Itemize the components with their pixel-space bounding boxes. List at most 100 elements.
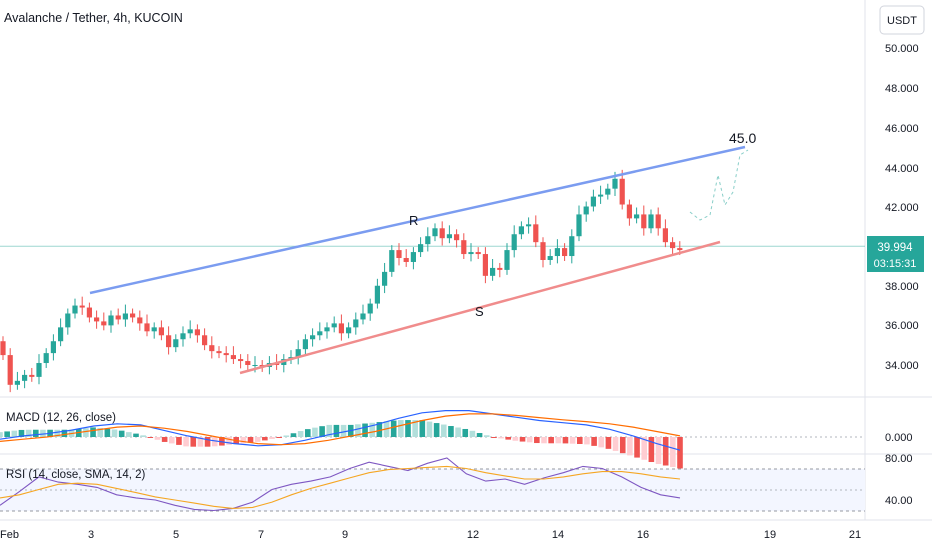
macd-histogram-bar bbox=[605, 437, 612, 449]
candle-body bbox=[410, 252, 416, 262]
time-tick: 7 bbox=[258, 529, 264, 541]
macd-zero-tick: 0.000 bbox=[885, 432, 913, 444]
time-tick: Feb bbox=[0, 529, 19, 541]
candle-body bbox=[238, 359, 244, 362]
macd-histogram-bar bbox=[405, 420, 411, 437]
macd-histogram-bar bbox=[598, 437, 605, 448]
macd-histogram-bar bbox=[498, 437, 504, 439]
candle-body bbox=[497, 267, 503, 270]
candle-body bbox=[252, 365, 258, 366]
candle-body bbox=[101, 321, 107, 326]
candle-body bbox=[461, 240, 467, 255]
candle-body bbox=[547, 256, 553, 260]
resistance-label: R bbox=[409, 213, 418, 228]
candle-body bbox=[482, 254, 488, 276]
candle-body bbox=[202, 335, 208, 346]
candle-body bbox=[511, 234, 517, 251]
candle-body bbox=[367, 303, 373, 314]
macd-histogram-bar bbox=[90, 427, 96, 437]
candle-body bbox=[50, 341, 56, 354]
candle-body bbox=[130, 313, 136, 318]
macd-histogram-bar bbox=[505, 437, 512, 440]
candle-body bbox=[425, 236, 431, 245]
time-axis[interactable]: Feb 3 5 7 9 12 14 16 19 21 bbox=[0, 529, 861, 541]
symbol-title[interactable]: Avalanche / Tether, 4h, KUCOIN bbox=[4, 11, 183, 25]
macd-histogram-bar bbox=[226, 437, 232, 445]
rsi-tick-80: 80.00 bbox=[885, 453, 913, 465]
macd-histogram-bar bbox=[476, 433, 483, 437]
candle-body bbox=[396, 250, 402, 259]
macd-histogram-bar bbox=[118, 430, 125, 437]
candle-body bbox=[475, 252, 481, 255]
macd-histogram-bar bbox=[376, 422, 383, 437]
price-tick: 42.000 bbox=[885, 202, 919, 214]
macd-histogram-bar bbox=[512, 437, 519, 441]
macd-histogram-bar bbox=[290, 433, 297, 437]
time-tick: 3 bbox=[88, 529, 94, 541]
macd-histogram-bar bbox=[211, 437, 218, 447]
macd-histogram-bar bbox=[641, 437, 648, 460]
candle-body bbox=[302, 339, 308, 350]
candle-body bbox=[504, 250, 510, 270]
candle-body bbox=[79, 305, 85, 308]
macd-histogram-bar bbox=[240, 437, 247, 444]
macd-histogram-bar bbox=[83, 428, 89, 437]
macd-histogram-bar bbox=[462, 428, 469, 437]
candle-body bbox=[670, 242, 676, 249]
candle-body bbox=[569, 236, 575, 257]
macd-histogram-bar bbox=[469, 430, 476, 437]
macd-histogram-bar bbox=[297, 431, 304, 437]
price-axis[interactable]: 50.000 48.000 46.000 44.000 42.000 38.00… bbox=[885, 43, 919, 372]
candle-body bbox=[641, 214, 647, 229]
candle-body bbox=[187, 329, 193, 334]
macd-histogram-bar bbox=[390, 420, 397, 437]
time-tick: 5 bbox=[173, 529, 179, 541]
candle-body bbox=[562, 248, 568, 257]
price-tick: 46.000 bbox=[885, 123, 919, 135]
candle-body bbox=[374, 285, 380, 304]
resistance-trendline[interactable] bbox=[89, 145, 746, 295]
macd-histogram-bar bbox=[32, 429, 39, 437]
macd-histogram-bar bbox=[168, 437, 175, 444]
macd-histogram bbox=[0, 420, 683, 469]
signal-line bbox=[0, 413, 681, 446]
candle-body bbox=[194, 329, 200, 336]
macd-histogram-bar bbox=[440, 424, 447, 437]
macd-histogram-bar bbox=[362, 423, 368, 437]
currency-button[interactable] bbox=[879, 5, 925, 35]
candle-body bbox=[36, 363, 42, 377]
candle-body bbox=[216, 351, 222, 354]
candle-body bbox=[382, 271, 388, 286]
candle-body bbox=[166, 335, 172, 348]
macd-histogram-bar bbox=[677, 437, 683, 469]
candle-body bbox=[540, 242, 546, 260]
macd-histogram-bar bbox=[40, 429, 46, 437]
time-tick: 14 bbox=[552, 529, 564, 541]
macd-histogram-bar bbox=[183, 437, 189, 447]
candle-body bbox=[137, 317, 143, 324]
rsi-title[interactable]: RSI (14, close, SMA, 14, 2) bbox=[6, 469, 146, 481]
macd-histogram-bar bbox=[355, 424, 361, 437]
candle-body bbox=[324, 327, 330, 332]
candle-body bbox=[43, 353, 49, 364]
candle-body bbox=[108, 315, 114, 326]
candle-body bbox=[353, 319, 359, 328]
candle-body bbox=[598, 194, 604, 197]
support-trendline[interactable] bbox=[239, 240, 721, 375]
macd-histogram-bar bbox=[433, 423, 440, 437]
candle-body bbox=[619, 178, 625, 205]
macd-histogram-bar bbox=[312, 427, 318, 437]
macd-histogram-bar bbox=[0, 432, 3, 437]
candle-body bbox=[677, 248, 683, 251]
macd-title[interactable]: MACD (12, 26, close) bbox=[6, 412, 116, 424]
candle-body bbox=[209, 345, 215, 352]
candle-body bbox=[662, 228, 668, 243]
candle-body bbox=[180, 333, 186, 340]
macd-histogram-bar bbox=[269, 437, 275, 439]
macd-histogram-bar bbox=[276, 437, 282, 438]
candle-body bbox=[65, 313, 71, 328]
price-tick: 34.000 bbox=[885, 360, 919, 372]
macd-histogram-bar bbox=[319, 426, 325, 437]
candle-body bbox=[0, 341, 6, 356]
